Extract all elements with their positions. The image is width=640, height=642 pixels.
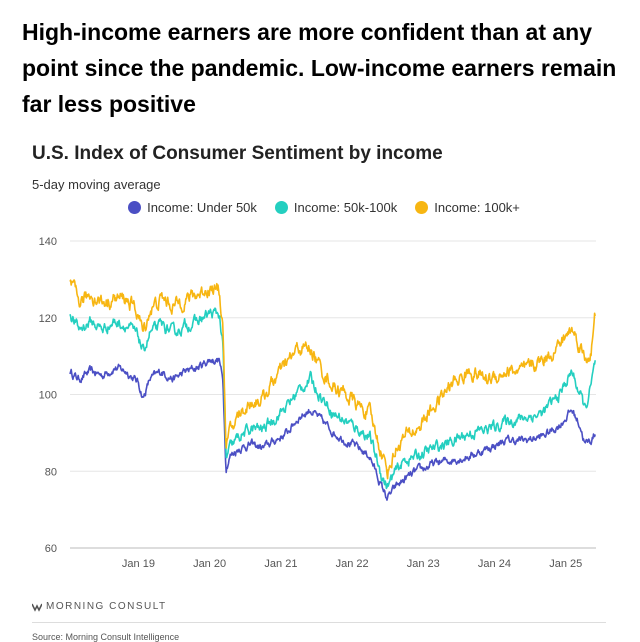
y-tick-label-140: 140 xyxy=(39,236,57,248)
brand-name: MORNING CONSULT xyxy=(46,601,167,612)
x-tick-label-jan-19: Jan 19 xyxy=(122,558,155,570)
legend-item-under-50k: Income: Under 50k xyxy=(128,200,257,215)
legend-item-100k-plus: Income: 100k+ xyxy=(415,200,520,215)
morning-consult-logo-icon xyxy=(32,603,42,612)
x-tick-label-jan-21: Jan 21 xyxy=(264,558,297,570)
legend-dot-under-50k xyxy=(128,201,142,214)
legend-label-100k-plus: Income: 100k+ xyxy=(434,200,520,215)
brand: MORNING CONSULT xyxy=(32,601,167,612)
legend-dot-100k-plus xyxy=(415,201,429,214)
series-line-100k-plus xyxy=(69,279,596,480)
chart-title: U.S. Index of Consumer Sentiment by inco… xyxy=(32,143,443,164)
headline: High-income earners are more confident t… xyxy=(22,19,617,117)
y-tick-label-80: 80 xyxy=(45,466,57,478)
x-tick-label-jan-25: Jan 25 xyxy=(549,558,582,570)
legend-label-50k-100k: Income: 50k-100k xyxy=(293,200,398,215)
y-tick-label-100: 100 xyxy=(39,390,57,402)
chart-legend: Income: Under 50k Income: 50k-100k Incom… xyxy=(0,200,640,215)
legend-item-50k-100k: Income: 50k-100k xyxy=(274,200,398,215)
x-tick-label-jan-23: Jan 23 xyxy=(407,558,440,570)
x-tick-label-jan-20: Jan 20 xyxy=(193,558,226,570)
y-tick-label-120: 120 xyxy=(39,313,57,325)
source-note: Source: Morning Consult Intelligence xyxy=(32,632,180,642)
divider xyxy=(32,622,606,623)
series-line-under-50k xyxy=(69,357,596,501)
legend-label-under-50k: Income: Under 50k xyxy=(147,200,257,215)
chart-subtitle: 5-day moving average xyxy=(32,177,161,192)
line-chart: 60 80 100 120 140 Jan 19 Jan 20 Jan 21 Jan 22 Jan… xyxy=(39,236,596,570)
x-tick-label-jan-24: Jan 24 xyxy=(478,558,511,570)
series-line-50k-100k xyxy=(69,307,596,490)
y-tick-label-60: 60 xyxy=(45,543,57,555)
legend-dot-50k-100k xyxy=(274,201,288,214)
x-tick-label-jan-22: Jan 22 xyxy=(336,558,369,570)
